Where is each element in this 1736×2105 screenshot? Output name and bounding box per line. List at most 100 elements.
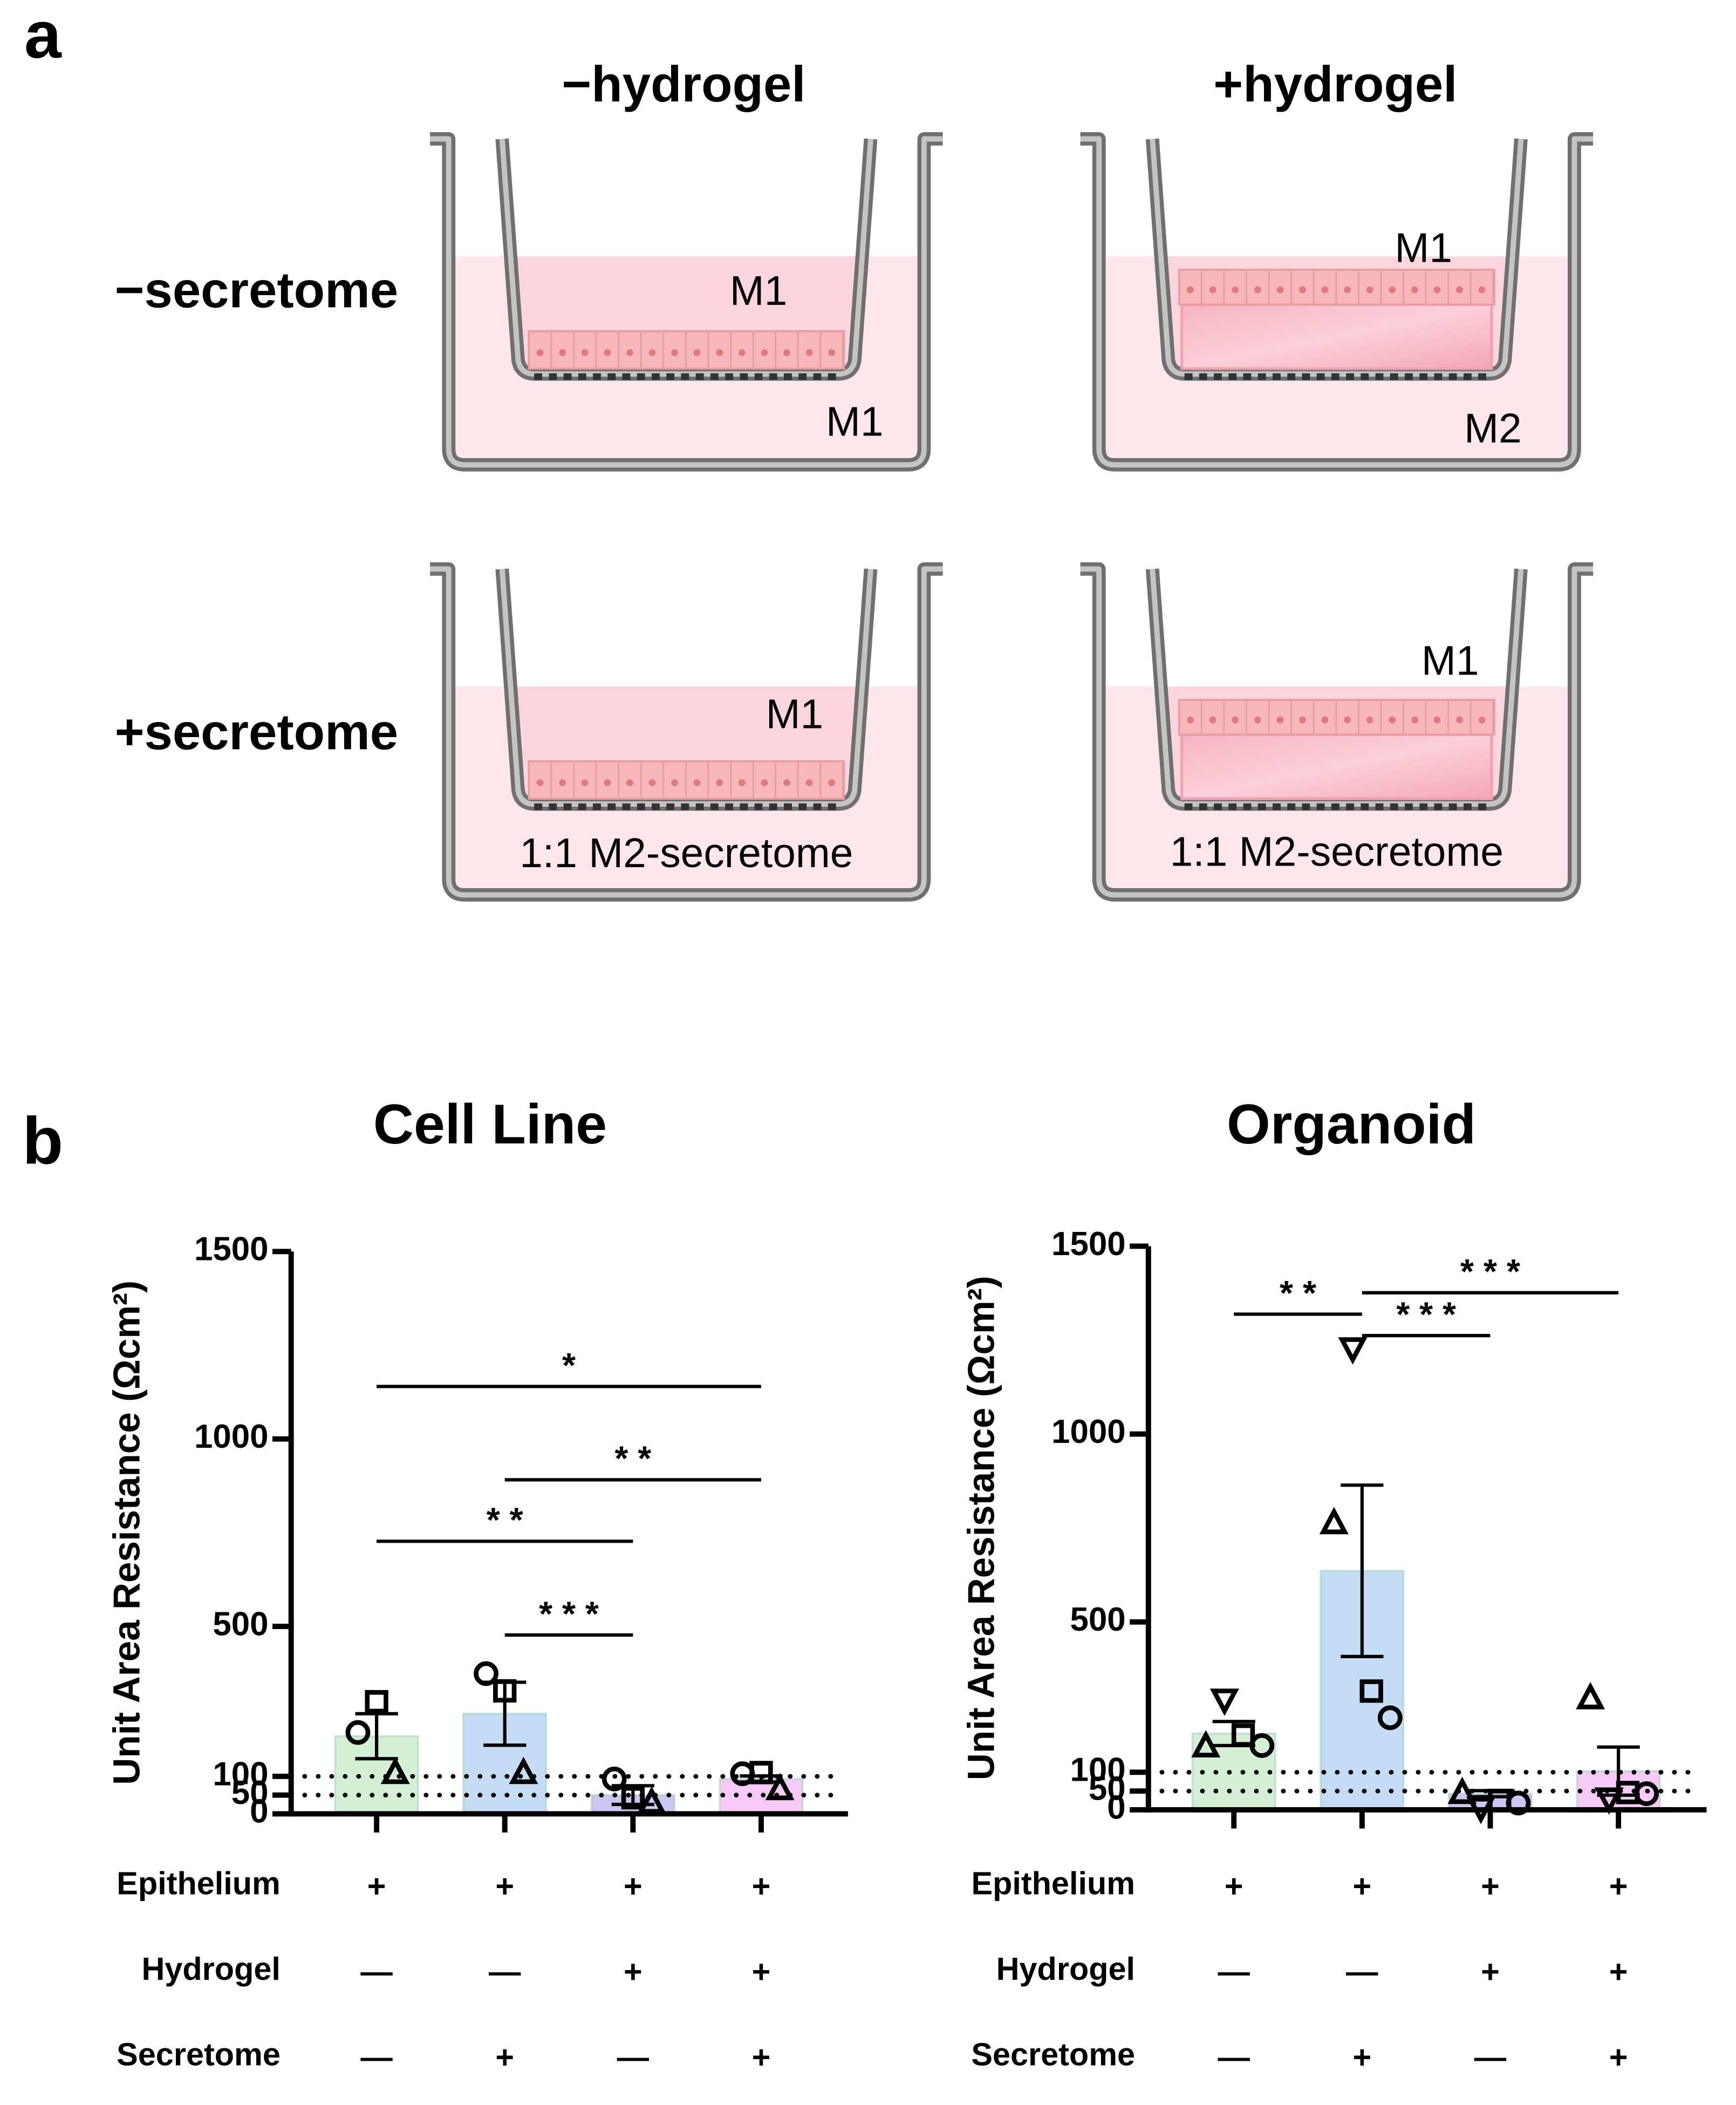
nucleus [738, 349, 746, 356]
nucleus [1299, 716, 1306, 724]
y-tick-label: 1500 [194, 1231, 269, 1268]
well: M1 M1 [430, 132, 943, 472]
condition-value: + [752, 1953, 771, 1990]
nucleus [738, 779, 746, 786]
chart-title: Cell Line [373, 1093, 607, 1156]
nucleus [1321, 286, 1329, 294]
nucleus [1478, 286, 1486, 294]
data-point [1634, 1781, 1659, 1806]
significance-label: * [562, 1346, 576, 1385]
significance-label: * * [1280, 1273, 1316, 1312]
significance-label: * * [614, 1439, 651, 1478]
nucleus [559, 349, 566, 356]
nucleus [1276, 286, 1284, 294]
condition-value: + [1609, 2039, 1628, 2075]
nucleus [828, 349, 836, 356]
data-point [1506, 1790, 1531, 1816]
tray-inner [1080, 136, 1594, 468]
nucleus [1478, 716, 1486, 724]
significance-label: * * * [1460, 1252, 1520, 1291]
y-tick-label: 100 [1070, 1752, 1125, 1789]
significance-label: * * * [539, 1594, 599, 1633]
well: M1 1:1 M2-secretome [1080, 562, 1594, 902]
nucleus [1433, 716, 1441, 724]
panel-label: a [24, 0, 62, 72]
condition-value: + [624, 1868, 643, 1904]
data-point [1594, 1787, 1624, 1815]
y-tick-label: 0 [250, 1793, 268, 1830]
condition-value: — [1218, 1953, 1250, 1990]
row-header: +secretome [115, 704, 398, 760]
nucleus [1299, 286, 1306, 294]
y-tick-label: 0 [1107, 1789, 1125, 1826]
nucleus [1232, 286, 1239, 294]
data-point [474, 1661, 498, 1686]
nucleus [1456, 716, 1463, 724]
panel-label: b [22, 1103, 63, 1178]
nucleus [1209, 716, 1216, 724]
column-header: −hydrogel [562, 56, 805, 112]
nucleus [1276, 716, 1284, 724]
nucleus [1344, 286, 1351, 294]
nucleus [648, 349, 656, 356]
nucleus [671, 349, 679, 356]
condition-value: — [360, 2039, 393, 2075]
data-point [1231, 1723, 1255, 1747]
tray-inner [430, 566, 943, 898]
nucleus [1456, 286, 1463, 294]
condition-value: — [489, 1953, 521, 1990]
y-tick-label: 100 [213, 1755, 268, 1793]
nucleus [671, 779, 679, 786]
row-header: −secretome [115, 261, 398, 318]
condition-value: — [617, 2039, 650, 2075]
condition-value: + [624, 1953, 643, 1990]
medium-label: M1 [1395, 226, 1452, 271]
nucleus [828, 779, 836, 786]
data-point [493, 1679, 517, 1703]
nucleus [761, 779, 768, 786]
condition-value: + [1481, 1868, 1500, 1904]
nucleus [559, 779, 566, 786]
nucleus [604, 349, 611, 356]
condition-name: Hydrogel [141, 1951, 280, 1987]
well: M1 M2 [1080, 132, 1594, 472]
condition-name: Epithelium [117, 1865, 281, 1902]
nucleus [783, 349, 790, 356]
y-tick-label: 1000 [1051, 1413, 1126, 1450]
condition-value: + [1353, 1868, 1372, 1904]
nucleus [1254, 286, 1261, 294]
data-point [1191, 1730, 1221, 1757]
nucleus [604, 779, 611, 786]
hydrogel [1180, 303, 1493, 370]
nucleus [536, 349, 544, 356]
column-header: +hydrogel [1213, 56, 1457, 112]
nucleus [1209, 286, 1216, 294]
y-tick-label: 500 [213, 1605, 268, 1643]
nucleus [1187, 716, 1194, 724]
data-point [365, 1690, 388, 1714]
nucleus [716, 779, 723, 786]
nucleus [1389, 286, 1396, 294]
condition-value: + [752, 2039, 771, 2075]
y-axis-label: Unit Area Resistance (Ωcm²) [105, 1280, 147, 1785]
nucleus [805, 349, 813, 356]
nucleus [1366, 716, 1373, 724]
y-tick-label: 500 [1070, 1601, 1125, 1638]
condition-value: — [1218, 2039, 1250, 2075]
nucleus [1321, 716, 1329, 724]
significance-label: * * * [1396, 1295, 1456, 1333]
data-point [1249, 1733, 1275, 1758]
data-point [1338, 1337, 1368, 1365]
condition-value: + [495, 2039, 514, 2075]
condition-value: — [1346, 1953, 1378, 1990]
data-point [765, 1773, 795, 1801]
condition-value: + [1609, 1953, 1628, 1990]
significance-label: * * [487, 1501, 523, 1539]
y-tick-label: 50 [231, 1774, 269, 1811]
data-point [1209, 1688, 1239, 1716]
medium-label: M1 [766, 691, 824, 737]
condition-value: + [1353, 2039, 1372, 2075]
nucleus [536, 779, 544, 786]
